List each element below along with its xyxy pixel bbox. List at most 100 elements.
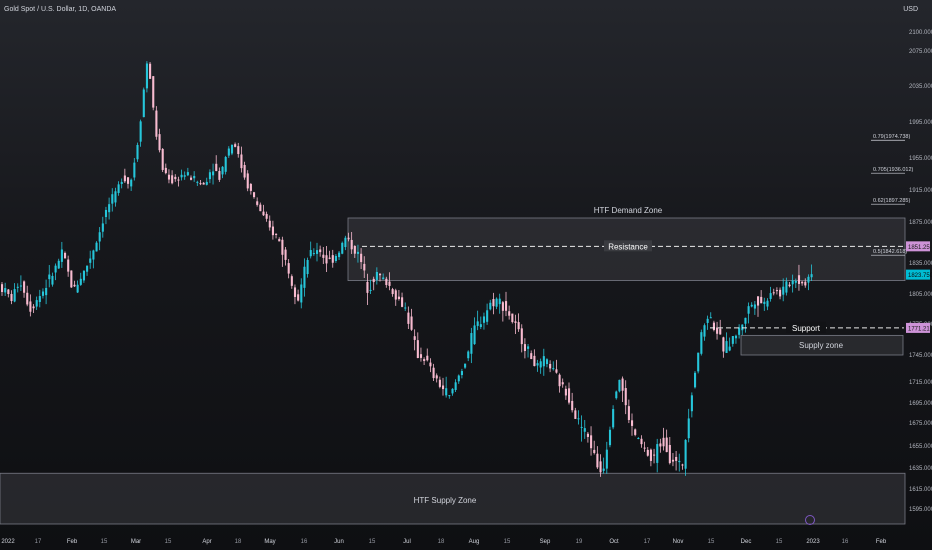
candle [212, 171, 215, 176]
candle [253, 192, 256, 198]
candle [681, 464, 684, 466]
candle [747, 306, 750, 314]
candle [593, 449, 596, 453]
y-tick-label: 2035.000 [909, 84, 932, 90]
candle [316, 250, 319, 254]
candle [19, 285, 22, 287]
candle [41, 291, 45, 296]
candle [394, 290, 397, 300]
candle [297, 294, 300, 301]
candle [117, 184, 120, 193]
candle [234, 144, 237, 147]
candle [668, 445, 671, 464]
candle [618, 379, 621, 392]
candle [356, 251, 360, 254]
candle [442, 385, 445, 390]
candle [712, 322, 715, 331]
candle [804, 281, 807, 286]
candle [353, 245, 356, 254]
candle [659, 443, 662, 447]
candle [728, 346, 731, 351]
candle [10, 293, 13, 302]
candle [123, 175, 126, 182]
fib-label-1: 0.705(1936.012) [873, 167, 914, 173]
candle [145, 63, 148, 89]
candle [167, 174, 171, 180]
x-tick-label: 15 [708, 539, 715, 545]
candle [486, 310, 489, 322]
candle [794, 281, 797, 283]
candle [501, 302, 504, 311]
candle [287, 263, 290, 274]
level-label-resistance: Resistance [608, 242, 648, 251]
candle [152, 76, 155, 108]
x-axis: 2022 17 Feb 15 Mar 15 Apr 18 May 16 Jun 15 Jul 18 Aug 1… [1, 539, 887, 545]
candle [149, 63, 152, 79]
candle [612, 409, 615, 428]
candle [779, 289, 782, 297]
candle [29, 301, 32, 312]
candle [492, 299, 495, 307]
y-tick-label: 1955.000 [909, 156, 932, 162]
candle [196, 181, 199, 183]
candle [627, 406, 630, 421]
x-tick-label: Oct [609, 539, 619, 545]
candle [407, 312, 410, 324]
candle [7, 289, 10, 295]
candle [797, 275, 801, 284]
candle [193, 175, 196, 179]
candle [479, 324, 482, 328]
candle [319, 249, 322, 253]
candle [208, 172, 211, 180]
candle [205, 181, 208, 185]
candle [656, 444, 659, 463]
x-tick-label: Nov [673, 539, 684, 545]
x-tick-label: 16 [842, 539, 849, 545]
candle [675, 456, 678, 461]
candle [426, 355, 429, 361]
candle [640, 438, 643, 445]
candle [401, 297, 404, 307]
candle [404, 307, 407, 309]
x-tick-label: Feb [67, 539, 78, 545]
candle [306, 260, 309, 275]
y-tick-label: 2100.000 [909, 30, 932, 36]
candle [703, 325, 706, 337]
candle [766, 300, 769, 307]
candle [423, 359, 426, 361]
candle [136, 144, 139, 160]
candle [322, 254, 325, 258]
y-tick-label: 1745.000 [909, 353, 932, 359]
candle [35, 300, 38, 307]
candle [511, 313, 514, 323]
candle [665, 437, 668, 453]
candle [271, 226, 274, 236]
candle [237, 146, 240, 155]
candle [473, 325, 476, 345]
candle [309, 250, 312, 257]
candle [331, 255, 334, 263]
candle [448, 395, 451, 397]
candle [224, 157, 227, 172]
candle [215, 163, 218, 172]
candle [73, 284, 76, 287]
candle [753, 304, 756, 309]
candle [498, 298, 501, 305]
candle [782, 286, 785, 295]
fib-label-2: 0.62(1897.285) [873, 198, 910, 204]
resistance-label-bg [604, 240, 652, 252]
y-tick-label: 1635.000 [909, 466, 932, 472]
candle [108, 204, 111, 213]
candle [120, 181, 123, 184]
resistance-price-badge-bg [906, 241, 930, 252]
candle [621, 378, 624, 391]
candle [142, 89, 145, 118]
candle [700, 332, 703, 354]
candle [671, 459, 675, 462]
candle [199, 183, 202, 185]
candle [1, 284, 4, 293]
candle [476, 321, 479, 326]
x-tick-label: Jul [403, 539, 411, 545]
